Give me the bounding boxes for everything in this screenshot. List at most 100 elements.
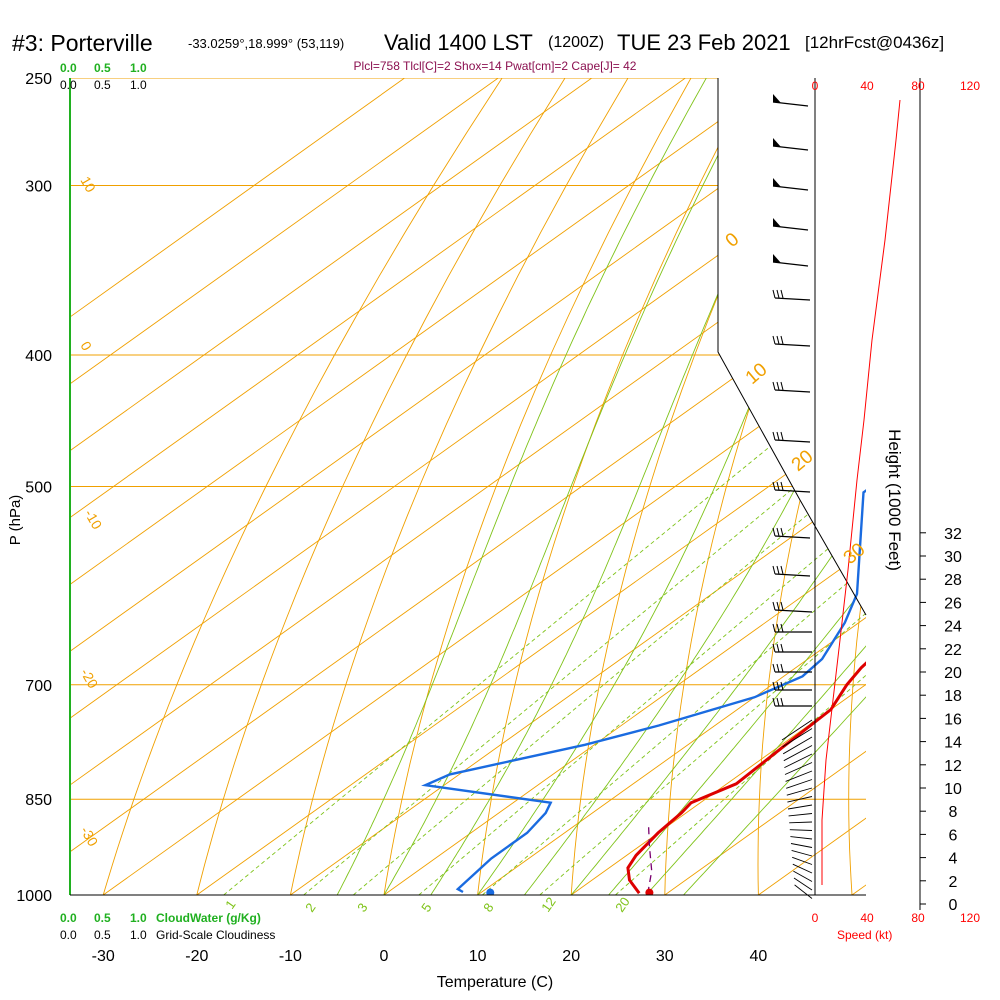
- speed-tick-bottom-3: 120: [960, 911, 980, 925]
- temperature-tick: -20: [185, 948, 208, 965]
- wind-barb-feather: [776, 565, 780, 575]
- pressure-tick: 850: [25, 792, 52, 809]
- wind-barb-feather: [772, 681, 776, 691]
- wind-barb-low: [783, 745, 813, 762]
- wind-barb-low: [788, 813, 813, 817]
- wind-barb-feather: [776, 289, 780, 299]
- wind-barb-feather: [772, 601, 776, 611]
- wind-barb-low: [782, 728, 813, 748]
- wind-barb-feather: [780, 663, 784, 673]
- surface-dewpoint-dot: [486, 888, 495, 895]
- speed-tick-bottom-1: 40: [860, 911, 874, 925]
- height-tick: 2: [949, 874, 958, 891]
- series-parcel: [647, 826, 653, 894]
- height-tick: 0: [949, 897, 958, 914]
- speed-tick-top-0: 0: [812, 79, 819, 93]
- wind-barb-flag: [773, 254, 781, 263]
- valid-time: Valid 1400 LST: [384, 30, 533, 55]
- wind-barb-low: [784, 753, 813, 769]
- wind-barb-feather: [772, 381, 776, 391]
- height-tick: 14: [944, 735, 962, 752]
- temperature-tick: 20: [562, 948, 580, 965]
- wind-barb-flag: [773, 218, 781, 227]
- dry-adiabat: [102, 78, 503, 895]
- temperature-tick: -30: [92, 948, 115, 965]
- wind-barb-low: [793, 870, 813, 882]
- wind-barb: [774, 535, 811, 539]
- wind-barb-low: [794, 884, 813, 899]
- wind-barb-feather: [776, 381, 780, 391]
- wind-barb-low: [792, 863, 813, 874]
- wind-barb: [774, 439, 811, 443]
- wind-barb-low: [787, 796, 813, 803]
- mixing-ratio-line: [539, 612, 866, 895]
- dry-adiabat: [477, 78, 755, 895]
- cloudiness-tick-top-1: 0.5: [94, 78, 111, 92]
- wind-barb-feather: [776, 663, 780, 673]
- wind-barb-flag: [773, 178, 781, 187]
- isotherm: [70, 215, 866, 786]
- wind-barb-feather: [780, 681, 784, 691]
- wind-barb-feather: [772, 335, 776, 345]
- isotherm-label: 0: [77, 339, 95, 354]
- wind-barb-feather: [772, 663, 776, 673]
- isotherm: [383, 550, 866, 895]
- isotherm: [70, 282, 866, 853]
- wind-barb-feather: [776, 527, 780, 537]
- height-tick: 18: [944, 688, 962, 705]
- mixing-ratio-label: 1: [222, 897, 238, 912]
- height-speed-profile: [821, 99, 901, 885]
- wind-barb-feather: [772, 527, 776, 537]
- wind-barb-feather: [776, 335, 780, 345]
- wind-barb-feather: [772, 431, 776, 441]
- moist-adiabat: [683, 696, 866, 895]
- isotherm: [70, 78, 686, 519]
- cloud-tick-bottom-2: 1.0: [130, 911, 147, 925]
- mixing-ratio-label: 20: [612, 894, 633, 914]
- height-tick: 30: [944, 549, 962, 566]
- temperature-tick: 0: [380, 948, 389, 965]
- mixing-ratio-line: [482, 566, 866, 895]
- wind-barb-feather: [780, 601, 784, 611]
- isotherm: [196, 416, 866, 895]
- height-tick: 28: [944, 572, 962, 589]
- wind-barb-feather: [772, 481, 776, 491]
- dry-adiabat: [289, 78, 629, 895]
- forecast-hour: [12hrFcst@0436z]: [805, 33, 945, 52]
- wind-barb-feather: [780, 643, 784, 653]
- wind-barb-low: [793, 877, 813, 891]
- wind-barb: [774, 609, 813, 613]
- upper-right-mask: [718, 78, 866, 615]
- wind-barb-low: [787, 804, 813, 810]
- wind-barb-low: [781, 719, 813, 741]
- wind-barb-feather: [776, 481, 780, 491]
- height-tick: 12: [944, 758, 962, 775]
- wind-barb-feather: [776, 643, 780, 653]
- height-tick: 8: [949, 804, 958, 821]
- mixing-ratio-label: 2: [302, 900, 318, 915]
- wind-barb-feather: [772, 289, 776, 299]
- dry-adiabat: [570, 78, 818, 895]
- moist-adiabat: [336, 78, 707, 895]
- mixing-ratio-label: 3: [354, 900, 370, 915]
- isotherm: [70, 78, 780, 585]
- isotherm: [70, 78, 405, 318]
- speed-tick-top-3: 120: [960, 79, 980, 93]
- mixing-ratio-line: [615, 674, 866, 895]
- wind-barb-feather: [780, 381, 784, 391]
- wind-barb-feather: [776, 697, 780, 707]
- cloudiness-tick-top-0: 0.0: [60, 78, 77, 92]
- pressure-tick: 250: [25, 71, 52, 88]
- grid-cloudiness-label: Grid-Scale Cloudiness: [156, 928, 275, 942]
- isotherm: [70, 78, 593, 452]
- wind-barb-feather: [780, 335, 784, 345]
- utc-time: (1200Z): [548, 34, 605, 51]
- cloud-tick-top-2: 1.0: [130, 61, 147, 75]
- isotherm: [70, 78, 499, 385]
- speed-tick-top-1: 40: [860, 79, 874, 93]
- isotherm: [102, 349, 866, 895]
- station-title: #3: Porterville: [12, 30, 153, 56]
- isotherm-label: -30: [77, 824, 101, 850]
- height-axis-label: Height (1000 Feet): [885, 429, 904, 571]
- wind-barb-feather: [780, 289, 784, 299]
